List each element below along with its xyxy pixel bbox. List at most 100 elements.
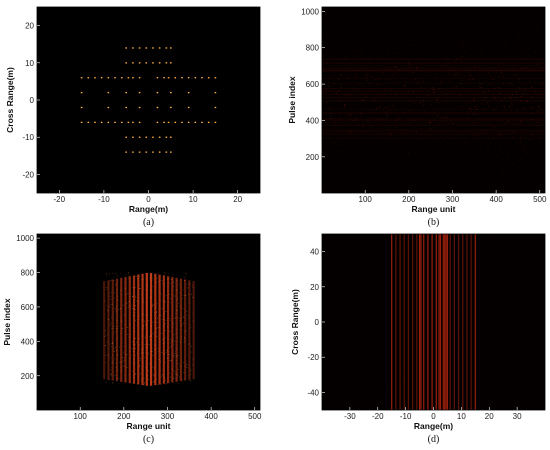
- speckle: [324, 189, 326, 190]
- speckle: [413, 371, 415, 373]
- speckle: [429, 134, 431, 136]
- speckle: [513, 60, 515, 62]
- speckle: [453, 238, 455, 240]
- speckle: [428, 87, 430, 88]
- speckle: [476, 333, 477, 334]
- speckle: [460, 340, 462, 341]
- speckle: [487, 72, 489, 73]
- scatter-point-7-1: [132, 151, 134, 153]
- scatter-point-5-19: [214, 121, 217, 124]
- speckle: [396, 164, 397, 166]
- speckle: [142, 352, 143, 353]
- speckle: [169, 360, 171, 362]
- speckle: [414, 364, 416, 365]
- speckle: [364, 87, 366, 88]
- speckle: [167, 326, 168, 328]
- speckle: [150, 314, 152, 316]
- speckle: [164, 284, 166, 286]
- speckle: [415, 293, 417, 294]
- speckle: [324, 8, 326, 9]
- speckle: [357, 55, 359, 57]
- speckle: [404, 393, 406, 394]
- speckle: [522, 160, 523, 162]
- speckle: [526, 182, 528, 184]
- speckle: [460, 304, 462, 305]
- x-tick-label-d-5: 20: [485, 412, 494, 421]
- speckle: [114, 363, 116, 365]
- speckle: [111, 367, 113, 369]
- x-tick-label-a-4: 20: [233, 195, 242, 204]
- range-line-21: [457, 234, 460, 410]
- speckle: [537, 121, 539, 123]
- speckle: [183, 361, 184, 363]
- speckle: [401, 53, 402, 55]
- speckle: [337, 273, 339, 274]
- speckle: [455, 70, 457, 72]
- speckle: [413, 49, 415, 51]
- speckle: [515, 96, 517, 98]
- speckle: [438, 88, 440, 90]
- speckle: [449, 167, 451, 169]
- speckle: [359, 247, 360, 248]
- speckle: [447, 265, 449, 267]
- speckle: [350, 405, 352, 407]
- range-stripe-10: [145, 272, 148, 386]
- speckle: [328, 181, 329, 183]
- speckle: [470, 75, 472, 77]
- speckle: [430, 306, 432, 308]
- speckle: [142, 324, 144, 326]
- speckle: [381, 175, 383, 177]
- speckle: [418, 50, 420, 52]
- speckle: [360, 50, 361, 51]
- speckle: [401, 254, 403, 256]
- speckle: [191, 293, 192, 295]
- range-line-2: [399, 234, 401, 410]
- speckle: [524, 304, 526, 306]
- speckle: [183, 289, 184, 291]
- speckle: [376, 167, 377, 169]
- speckle: [345, 85, 347, 87]
- speckle: [147, 284, 148, 286]
- y-tick-label-b-4: 1000: [301, 7, 319, 16]
- scatter-point-5-12: [167, 121, 170, 124]
- speckle: [503, 138, 505, 140]
- scatter-point-4-5: [170, 106, 172, 109]
- speckle: [159, 315, 160, 316]
- speckle: [346, 175, 348, 177]
- speckle: [356, 239, 358, 240]
- speckle: [493, 18, 495, 20]
- speckle: [128, 304, 130, 306]
- speckle: [486, 42, 488, 44]
- speckle: [173, 370, 175, 372]
- speckle: [376, 312, 378, 313]
- speckle: [408, 66, 410, 68]
- speckle: [135, 318, 137, 320]
- y-tick-label-b-3: 800: [306, 44, 320, 53]
- speckle: [478, 83, 480, 84]
- speckle: [535, 147, 537, 149]
- speckle: [183, 378, 185, 380]
- speckle: [511, 321, 513, 322]
- speckle: [131, 341, 133, 343]
- speckle: [403, 300, 404, 301]
- speckle: [121, 353, 122, 354]
- speckle: [462, 87, 464, 89]
- speckle: [339, 333, 341, 335]
- speckle: [356, 189, 357, 190]
- speckle: [111, 304, 113, 305]
- speckle: [409, 64, 411, 66]
- speckle: [421, 134, 423, 135]
- speckle: [402, 115, 404, 117]
- speckle: [495, 261, 497, 263]
- speckle: [325, 88, 327, 90]
- speckle: [156, 282, 157, 283]
- speckle: [386, 79, 388, 81]
- speckle: [420, 49, 422, 51]
- speckle: [368, 63, 370, 65]
- speckle: [361, 251, 363, 252]
- speckle: [335, 142, 336, 143]
- speckle: [114, 358, 116, 360]
- speckle: [451, 148, 453, 150]
- speckle: [435, 76, 437, 78]
- speckle: [458, 72, 460, 74]
